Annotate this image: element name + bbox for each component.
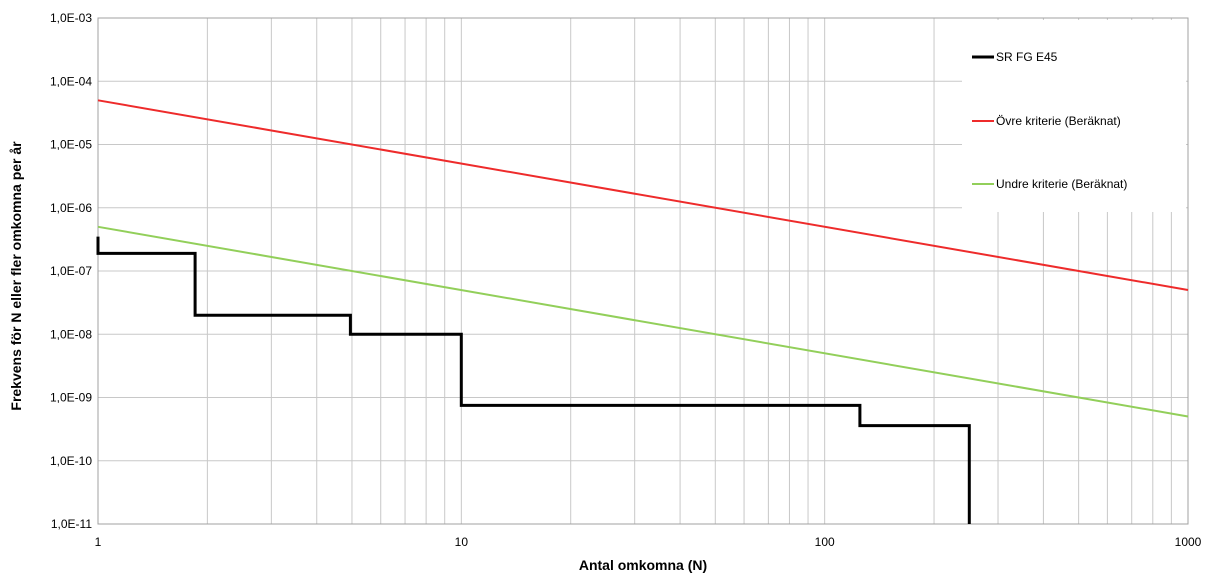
x-tick-label: 1000 bbox=[1175, 535, 1202, 549]
series-line-2 bbox=[97, 99, 1189, 291]
x-tick-label: 1 bbox=[95, 535, 102, 549]
y-tick-label: 1,0E-08 bbox=[50, 327, 92, 341]
y-tick-label: 1,0E-10 bbox=[50, 454, 92, 468]
y-tick-label: 1,0E-06 bbox=[50, 201, 92, 215]
y-tick-label: 1,0E-05 bbox=[50, 138, 92, 152]
legend: SR FG E45 Övre kriterie (Beräknat) Undre k… bbox=[962, 20, 1186, 212]
series-line-3 bbox=[97, 225, 1189, 418]
y-tick-label: 1,0E-04 bbox=[50, 74, 92, 88]
plot-area-border bbox=[97, 17, 1189, 525]
legend-label: SR FG E45 bbox=[996, 50, 1058, 64]
y-tick-label: 1,0E-07 bbox=[50, 264, 92, 278]
y-tick-label: 1,0E-03 bbox=[50, 11, 92, 25]
x-tick-label: 10 bbox=[455, 535, 469, 549]
legend-background bbox=[962, 20, 1186, 212]
x-tick-label: 100 bbox=[815, 535, 835, 549]
series-group bbox=[96, 99, 1189, 524]
series-line-1 bbox=[96, 236, 971, 524]
tick-labels: 1,0E-03 1,0E-04 1,0E-05 1,0E-06 1,0E-07 1,0E-… bbox=[50, 11, 1202, 549]
legend-label: Undre kriterie (Beräknat) bbox=[996, 177, 1127, 191]
x-axis-title: Antal omkomna (N) bbox=[579, 557, 707, 573]
y-tick-label: 1,0E-09 bbox=[50, 391, 92, 405]
legend-label: Övre kriterie (Beräknat) bbox=[996, 114, 1121, 128]
y-tick-label: 1,0E-11 bbox=[51, 517, 92, 531]
y-axis-title: Frekvens för N eller fler omkomna per år bbox=[8, 141, 24, 411]
grid bbox=[97, 17, 1189, 525]
